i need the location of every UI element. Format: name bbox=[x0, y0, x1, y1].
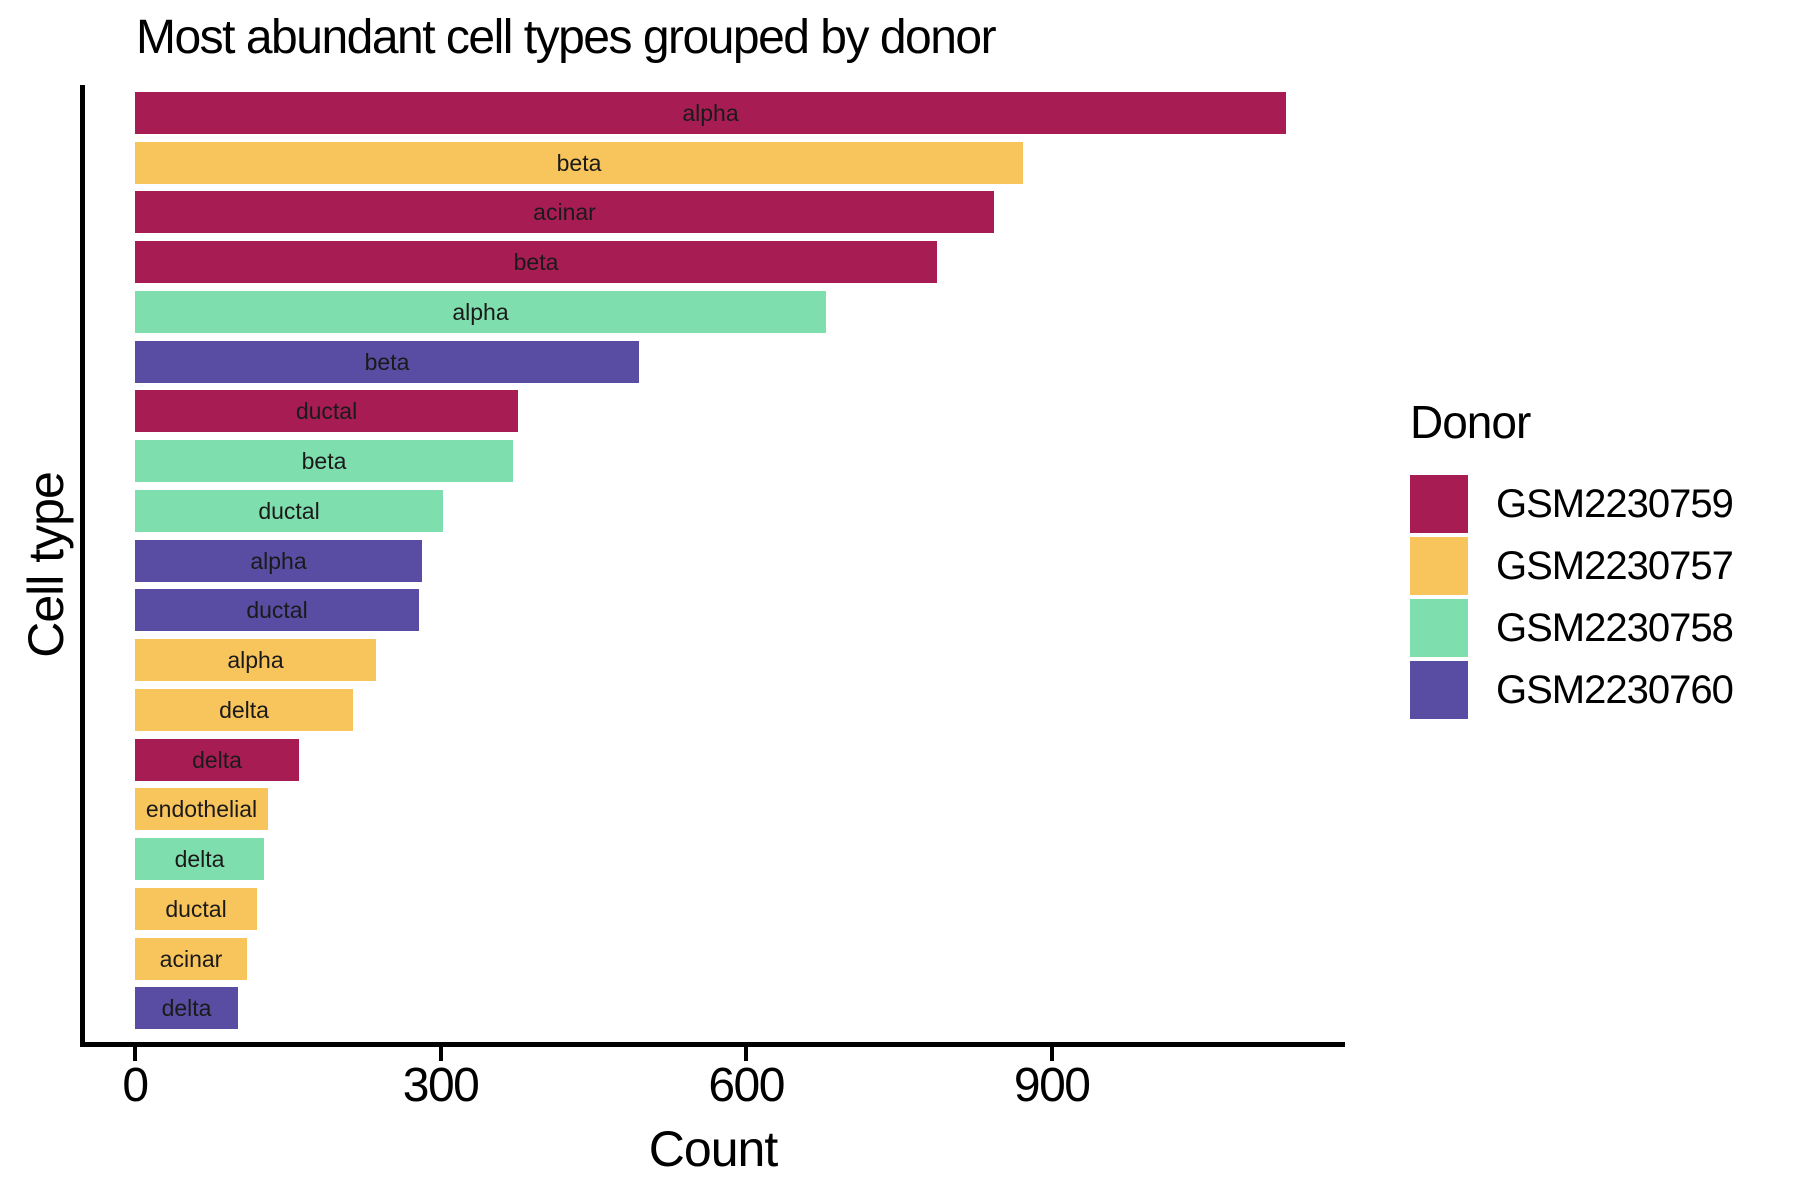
bar-label: alpha bbox=[227, 646, 284, 673]
x-tick-label: 900 bbox=[1013, 1059, 1091, 1112]
bar: ductal bbox=[135, 888, 257, 930]
legend-swatch bbox=[1410, 537, 1468, 595]
legend-label: GSM2230760 bbox=[1496, 667, 1734, 712]
bar-label: alpha bbox=[452, 298, 509, 325]
x-tick-mark bbox=[744, 1047, 749, 1061]
bar-label: beta bbox=[513, 248, 559, 275]
legend-swatch bbox=[1410, 661, 1468, 719]
bar: endothelial bbox=[135, 788, 268, 830]
x-tick-label: 0 bbox=[122, 1059, 149, 1112]
x-tick-label: 600 bbox=[708, 1059, 785, 1112]
legend-swatch bbox=[1410, 475, 1468, 533]
bar: acinar bbox=[135, 191, 994, 233]
bar-label: acinar bbox=[159, 945, 223, 972]
bars-container: alpha beta acinar beta alpha beta ductal beta du… bbox=[135, 92, 1343, 1037]
bar-label: delta bbox=[174, 845, 225, 872]
bar-label: beta bbox=[364, 348, 410, 375]
x-tick-mark bbox=[133, 1047, 137, 1061]
bar: alpha bbox=[135, 639, 376, 681]
bar-label: ductal bbox=[165, 895, 227, 922]
bar-label: alpha bbox=[682, 99, 739, 126]
bar-label: alpha bbox=[250, 547, 307, 574]
x-axis-label: Count bbox=[648, 1121, 778, 1177]
bar: beta bbox=[135, 241, 937, 283]
bar: alpha bbox=[135, 92, 1286, 134]
bar: ductal bbox=[135, 490, 443, 532]
bar-label: ductal bbox=[246, 596, 308, 623]
bar-label: endothelial bbox=[145, 795, 258, 822]
legend-label: GSM2230758 bbox=[1496, 605, 1734, 650]
legend-items: GSM2230759 GSM2230757 GSM2230758 GSM2230760 bbox=[1410, 473, 1734, 721]
bar: delta bbox=[135, 838, 264, 880]
bar: alpha bbox=[135, 540, 422, 582]
y-axis-label: Cell type bbox=[18, 472, 74, 658]
legend-label: GSM2230757 bbox=[1496, 543, 1734, 588]
legend-item: GSM2230760 bbox=[1410, 659, 1734, 721]
x-tick-mark bbox=[1049, 1047, 1054, 1061]
legend-item: GSM2230759 bbox=[1410, 473, 1734, 535]
x-tick-mark bbox=[438, 1047, 443, 1061]
bar-label: delta bbox=[192, 746, 242, 773]
bar: ductal bbox=[135, 589, 419, 631]
bar: acinar bbox=[135, 938, 247, 980]
bar: beta bbox=[135, 341, 639, 383]
bar: delta bbox=[135, 689, 353, 731]
legend-item: GSM2230758 bbox=[1410, 597, 1734, 659]
legend-item: GSM2230757 bbox=[1410, 535, 1734, 597]
legend-label: GSM2230759 bbox=[1496, 481, 1734, 526]
bar: beta bbox=[135, 142, 1023, 184]
bar-label: ductal bbox=[295, 397, 358, 424]
legend: Donor GSM2230759 GSM2230757 GSM2230758 GSM2… bbox=[1410, 395, 1734, 721]
bar-label: ductal bbox=[258, 497, 320, 524]
bar-label: acinar bbox=[533, 198, 596, 225]
bar: delta bbox=[135, 739, 299, 781]
x-tick-label: 300 bbox=[402, 1059, 480, 1112]
x-axis-line bbox=[80, 1042, 1345, 1047]
bar: alpha bbox=[135, 291, 826, 333]
bar: beta bbox=[135, 440, 513, 482]
bar-label: delta bbox=[161, 994, 212, 1021]
legend-swatch bbox=[1410, 599, 1468, 657]
chart-title: Most abundant cell types grouped by dono… bbox=[136, 11, 997, 64]
legend-title: Donor bbox=[1410, 396, 1531, 448]
y-axis-line bbox=[80, 85, 85, 1047]
bar-label: beta bbox=[556, 149, 602, 176]
bar: delta bbox=[135, 987, 238, 1029]
bar-label: delta bbox=[219, 696, 269, 723]
bar: ductal bbox=[135, 390, 518, 432]
bar-label: beta bbox=[301, 447, 347, 474]
